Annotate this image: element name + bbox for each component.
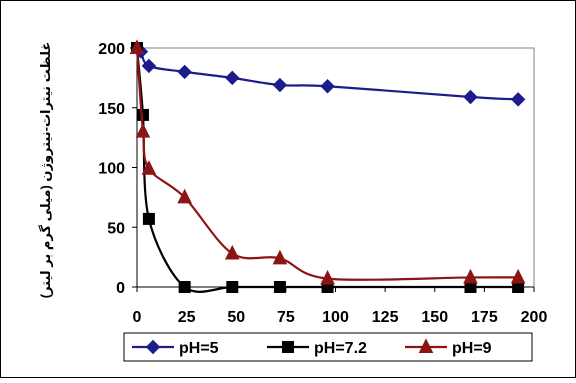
- x-tick-label: 200: [521, 309, 548, 326]
- plot-frame: [136, 47, 535, 288]
- data-point: [141, 160, 157, 175]
- x-tick-label: 0: [133, 309, 142, 326]
- data-point: [272, 77, 288, 93]
- data-point: [177, 188, 192, 204]
- y-tick-label: 0: [116, 280, 125, 297]
- y-tick-label: 150: [98, 101, 125, 118]
- x-tick-label: 150: [421, 309, 448, 326]
- data-point: [226, 281, 239, 293]
- legend: pH=5 pH=7.2 pH=9: [123, 332, 533, 362]
- data-point: [463, 89, 478, 105]
- legend-marker: [282, 341, 294, 353]
- y-tick-label: 200: [98, 41, 125, 58]
- x-tick-label: 100: [322, 309, 349, 326]
- data-point: [320, 270, 335, 285]
- series-layer: [129, 39, 526, 293]
- legend-box: [123, 332, 533, 362]
- y-tick-label: 100: [98, 161, 125, 178]
- x-tick-label: 175: [471, 309, 498, 326]
- legend-marker: [145, 339, 161, 355]
- legend-label: pH=9: [452, 340, 492, 357]
- data-point: [273, 281, 286, 293]
- legend-label: pH=7.2: [314, 340, 367, 357]
- y-tick-label: 50: [107, 220, 125, 237]
- data-point: [135, 123, 151, 138]
- x-tick-label: 50: [227, 309, 245, 326]
- legend-label: pH=5: [179, 340, 219, 357]
- data-point: [463, 268, 478, 284]
- legend-entry: pH=5: [132, 339, 219, 357]
- y-axis-label: غلظت نیترات-نیتروژن (میلی گرم بر لیتر): [38, 42, 54, 299]
- data-point: [129, 39, 145, 54]
- data-point: [178, 281, 191, 293]
- x-tick-label: 125: [372, 309, 399, 326]
- legend-entry: pH=9: [405, 338, 492, 357]
- legend-marker: [418, 338, 434, 353]
- data-point: [320, 79, 335, 94]
- data-point: [224, 244, 240, 260]
- data-point: [510, 92, 526, 107]
- data-point: [141, 58, 157, 74]
- x-tick-label: 75: [277, 309, 295, 326]
- series-2: [129, 39, 526, 285]
- x-tick-label: 25: [178, 309, 196, 326]
- data-point: [142, 212, 155, 225]
- data-point: [225, 70, 240, 86]
- legend-entry: pH=7.2: [267, 340, 367, 357]
- plot-area: [136, 47, 535, 288]
- data-point: [272, 249, 288, 265]
- data-point: [177, 64, 192, 80]
- data-point: [510, 268, 526, 284]
